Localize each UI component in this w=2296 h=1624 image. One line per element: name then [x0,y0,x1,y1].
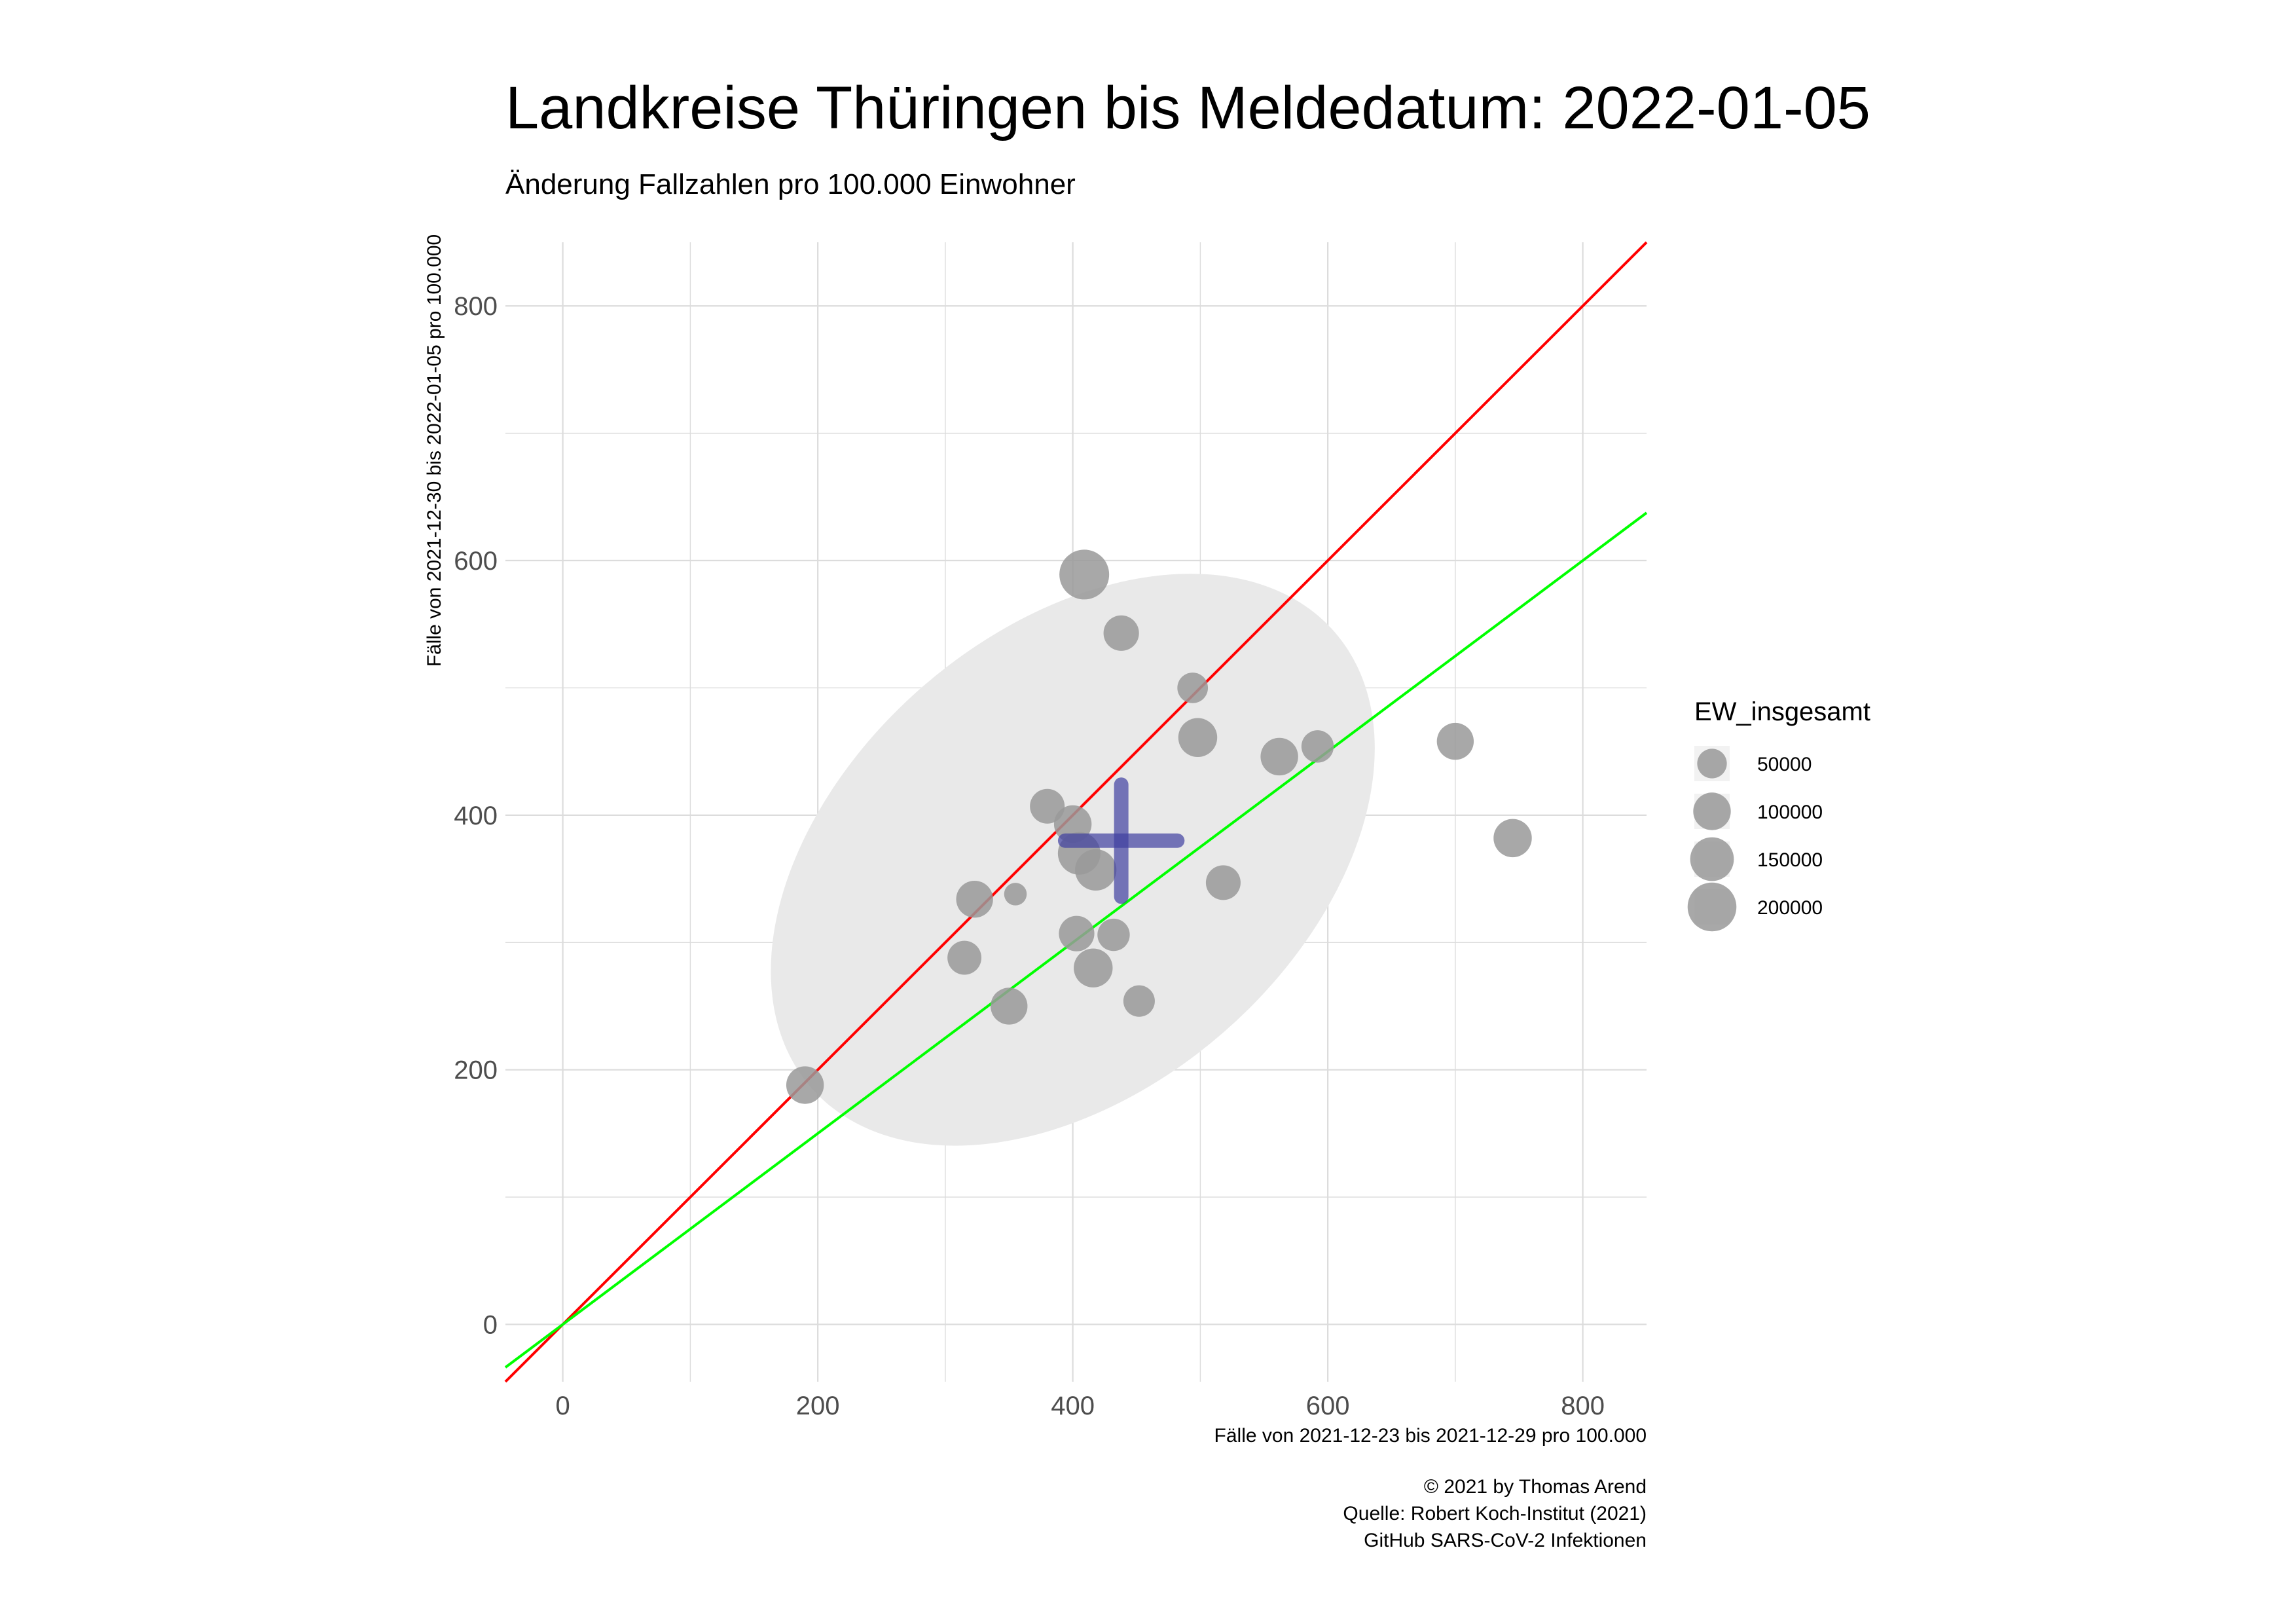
data-point [947,940,982,975]
data-point [991,987,1028,1025]
data-point [1123,985,1155,1017]
y-tick-label: 400 [454,802,498,830]
legend-label: 200000 [1757,897,1823,919]
legend-label: 50000 [1757,754,1812,775]
chart-subtitle: Änderung Fallzahlen pro 100.000 Einwohne… [505,168,1076,200]
data-point [1436,722,1474,760]
y-tick-label: 800 [454,292,498,321]
data-point [956,880,993,918]
data-point [1097,918,1130,951]
caption-line-github: GitHub SARS-CoV-2 Infektionen [1364,1530,1647,1551]
caption-line-source: Quelle: Robert Koch-Institut (2021) [1343,1503,1647,1524]
legend-label: 150000 [1757,849,1823,871]
data-point [1260,737,1298,776]
legend-label: 100000 [1757,802,1823,823]
y-tick-label: 200 [454,1056,498,1085]
data-point [1177,673,1209,703]
data-point [1205,865,1241,900]
data-point [786,1066,824,1104]
chart-title: Landkreise Thüringen bis Meldedatum: 202… [505,75,1870,141]
data-point [1074,948,1113,987]
caption-line-copyright: © 2021 by Thomas Arend [1424,1476,1647,1498]
y-tick-label: 0 [483,1311,498,1340]
legend-key-symbol [1687,882,1737,932]
mean-marker [1057,777,1185,904]
x-tick-label: 400 [1051,1392,1095,1420]
data-point [1059,549,1110,600]
legend: EW_insgesamt 50000 100000 150000 200000 [1687,697,1870,932]
y-tick-label: 600 [454,547,498,576]
x-axis-title: Fälle von 2021-12-23 bis 2021-12-29 pro … [1214,1425,1647,1447]
data-point [1493,819,1532,858]
legend-title: EW_insgesamt [1694,697,1870,726]
legend-key-symbol [1693,792,1731,830]
legend-key-symbol [1690,837,1734,881]
caption: © 2021 by Thomas Arend Quelle: Robert Ko… [1343,1476,1647,1551]
x-tick-label: 600 [1306,1392,1350,1420]
data-point [1301,730,1334,763]
axis-ticks: 0 200 400 600 800 0 200 400 600 800 [454,292,1605,1420]
legend-key-symbol [1697,748,1727,779]
data-point [1103,615,1139,651]
y-axis-title: Fälle von 2021-12-30 bis 2022-01-05 pro … [424,234,445,667]
data-point [1059,915,1095,951]
data-point [1004,883,1027,906]
x-tick-label: 200 [796,1392,840,1420]
data-point [1178,718,1218,757]
data-point [1075,849,1117,891]
x-tick-label: 0 [556,1392,570,1420]
data-point [1030,788,1065,824]
x-tick-label: 800 [1561,1392,1605,1420]
